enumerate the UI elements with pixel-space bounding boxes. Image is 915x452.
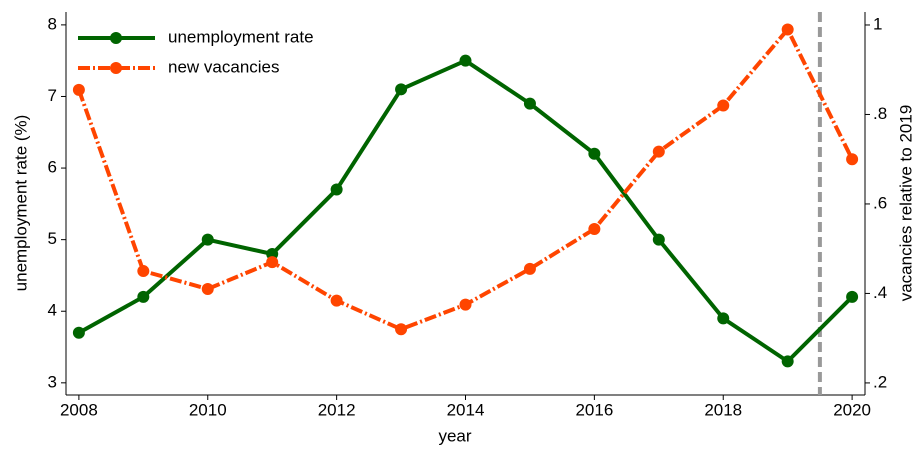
- data-point: [652, 233, 665, 246]
- y-tick-label: 8: [48, 14, 57, 33]
- data-point: [459, 54, 472, 67]
- data-point: [201, 233, 214, 246]
- y2-tick-label: .6: [873, 193, 887, 212]
- y2-tick-label: .4: [873, 283, 887, 302]
- data-point: [523, 97, 536, 110]
- y-tick-label: 5: [48, 229, 57, 248]
- data-point: [846, 290, 859, 303]
- legend-marker: [110, 32, 122, 44]
- data-point: [395, 83, 408, 96]
- y2-axis-label: vacancies relative to 2019: [896, 105, 915, 302]
- data-point: [137, 265, 150, 278]
- data-point: [523, 262, 536, 275]
- data-point: [846, 153, 859, 166]
- data-point: [717, 312, 730, 325]
- data-point: [330, 183, 343, 196]
- x-tick-label: 2018: [704, 400, 742, 419]
- data-point: [72, 83, 85, 96]
- data-point: [137, 290, 150, 303]
- data-point: [781, 23, 794, 36]
- y-axis-label: unemployment rate (%): [11, 115, 30, 292]
- y-tick-label: 3: [48, 372, 57, 391]
- data-point: [652, 145, 665, 158]
- legend-label: unemployment rate: [168, 27, 314, 46]
- data-point: [395, 323, 408, 336]
- legend-marker: [110, 62, 122, 74]
- x-tick-label: 2008: [60, 400, 98, 419]
- x-tick-label: 2010: [189, 400, 227, 419]
- data-point: [201, 282, 214, 295]
- data-point: [72, 326, 85, 339]
- data-point: [781, 355, 794, 368]
- data-point: [717, 99, 730, 112]
- y2-tick-label: 1: [873, 14, 882, 33]
- y-tick-label: 6: [48, 158, 57, 177]
- data-point: [588, 147, 601, 160]
- legend-label: new vacancies: [168, 57, 280, 76]
- y2-tick-label: .2: [873, 372, 887, 391]
- x-tick-label: 2020: [833, 400, 871, 419]
- x-tick-label: 2016: [575, 400, 613, 419]
- x-tick-label: 2014: [447, 400, 485, 419]
- series-line: [77, 58, 854, 364]
- y2-tick-label: .8: [873, 104, 887, 123]
- x-tick-label: 2012: [318, 400, 356, 419]
- data-point: [588, 223, 601, 236]
- y-tick-label: 7: [48, 86, 57, 105]
- data-point: [266, 256, 279, 269]
- x-axis-label: year: [438, 426, 471, 445]
- y-tick-label: 4: [48, 301, 57, 320]
- data-point: [330, 294, 343, 307]
- data-point: [459, 298, 472, 311]
